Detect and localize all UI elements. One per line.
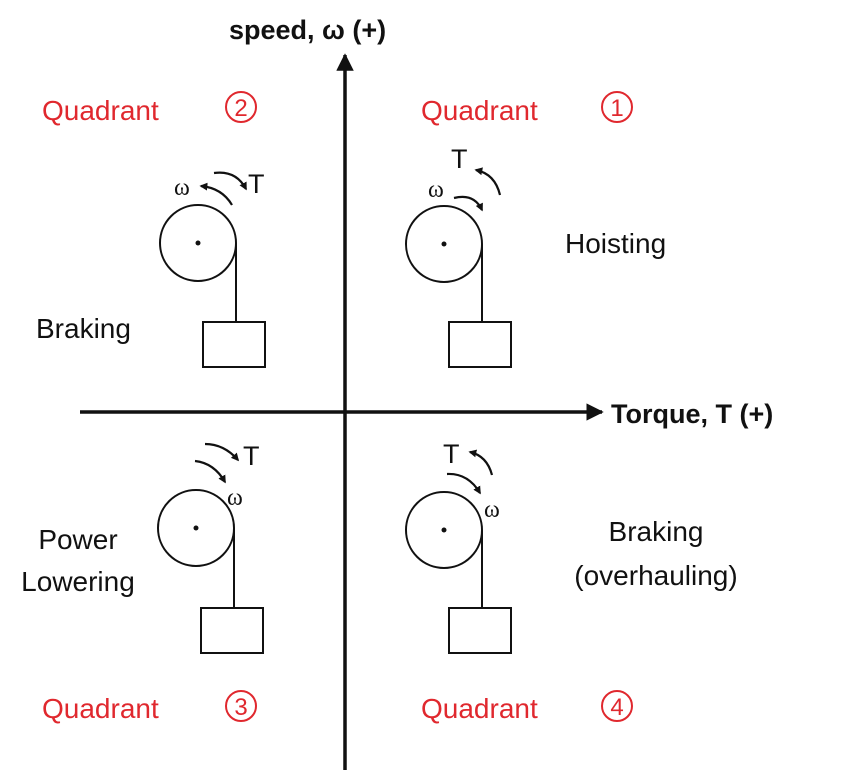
pulley-icon <box>157 489 235 608</box>
torque-symbol: T <box>243 441 260 471</box>
speed-symbol: ω <box>428 177 444 203</box>
torque-rotation-arrow-icon <box>204 442 240 462</box>
quadrant-4: Quadrant 4 T ω Braking (overhauling) <box>405 439 738 724</box>
pulley-icon <box>159 204 237 322</box>
quadrant-1-number-circle <box>601 91 633 123</box>
pulley-icon <box>405 205 483 322</box>
speed-axis-label: speed, ω (+) <box>229 15 386 45</box>
torque-axis-label: Torque, T (+) <box>611 399 773 429</box>
load-box <box>200 607 264 654</box>
torque-rotation-arrow-icon <box>474 167 502 196</box>
speed-symbol: ω <box>174 175 190 201</box>
quadrant-2: Quadrant 2 ω T Braking <box>36 91 266 368</box>
quadrant-2-label: Quadrant <box>42 95 159 126</box>
quadrant-3: Quadrant 3 T ω Power Lowering <box>21 441 264 724</box>
pulley-icon <box>405 491 483 608</box>
torque-rotation-arrow-icon <box>213 171 247 191</box>
load-box <box>448 321 512 368</box>
quadrant-4-label: Quadrant <box>421 693 538 724</box>
speed-rotation-arrow-icon <box>446 472 481 495</box>
torque-symbol: T <box>451 144 468 174</box>
mode-label-line-1: Braking <box>609 516 704 547</box>
speed-rotation-arrow-icon <box>194 459 226 484</box>
mode-label: Hoisting <box>565 228 666 259</box>
quadrant-2-number: 2 <box>234 95 247 122</box>
mode-label-line-2: (overhauling) <box>574 560 737 591</box>
quadrant-1-label: Quadrant <box>421 95 538 126</box>
mode-label: Braking <box>36 313 131 344</box>
speed-rotation-arrow-icon <box>199 182 233 206</box>
quadrant-3-label: Quadrant <box>42 693 159 724</box>
mode-label-line-2: Lowering <box>21 566 135 597</box>
speed-symbol: ω <box>484 497 500 523</box>
torque-symbol: T <box>443 439 460 469</box>
quadrant-2-number-circle <box>225 91 257 123</box>
quadrant-1-number: 1 <box>610 95 623 122</box>
speed-symbol: ω <box>227 485 243 511</box>
speed-rotation-arrow-icon <box>453 195 483 212</box>
quadrant-3-number: 3 <box>234 694 247 721</box>
quadrant-4-number-circle <box>601 690 633 722</box>
load-box <box>202 321 266 368</box>
torque-rotation-arrow-icon <box>468 449 494 476</box>
torque-symbol: T <box>248 169 265 199</box>
mode-label-line-1: Power <box>38 524 117 555</box>
quadrant-3-number-circle <box>225 690 257 722</box>
quadrant-1: Quadrant 1 ω T Hoisting <box>405 91 666 368</box>
load-box <box>448 607 512 654</box>
quadrant-4-number: 4 <box>610 694 623 721</box>
